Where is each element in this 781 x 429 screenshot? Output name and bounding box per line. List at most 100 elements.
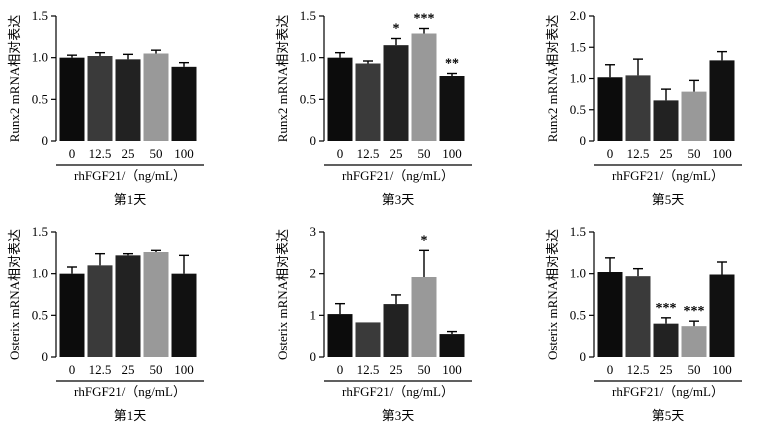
y-tick-label: 1.5 <box>570 224 586 239</box>
bar-0 <box>327 57 353 141</box>
y-tick-label: 1.5 <box>570 39 586 54</box>
x-tick-label: 25 <box>660 146 673 161</box>
y-tick-label: 0.5 <box>570 307 586 322</box>
y-tick-label: 0 <box>42 133 49 148</box>
y-tick-label: 1.5 <box>32 8 48 23</box>
bar-50 <box>411 277 437 357</box>
x-tick-label: 0 <box>607 362 614 377</box>
x-tick-label: 12.5 <box>89 146 112 161</box>
x-tick-label: 25 <box>390 362 403 377</box>
bar-100 <box>171 66 197 141</box>
bar-25 <box>653 100 679 141</box>
y-tick-label: 0 <box>580 133 587 148</box>
y-tick-label: 0 <box>310 133 317 148</box>
x-tick-label: 50 <box>688 146 701 161</box>
chart-panel-2: 0 0.5 1.0 1.5 0 12.5 * 25 *** 50 ** 100 rhFGF21/（ng/… <box>275 8 472 207</box>
y-axis-label: Osterix mRNA相对表达 <box>7 229 22 360</box>
significance-marker: ** <box>445 57 459 72</box>
panel-title: 第3天 <box>382 192 415 207</box>
x-tick-label: 0 <box>69 146 76 161</box>
bar-25 <box>383 45 409 141</box>
panel-title: 第1天 <box>114 192 147 207</box>
bar-100 <box>439 334 465 357</box>
panel-title: 第5天 <box>652 192 685 207</box>
panel-title: 第1天 <box>114 408 147 423</box>
y-tick-label: 1.5 <box>300 8 316 23</box>
bar-12_5 <box>355 63 381 141</box>
bar-25 <box>653 323 679 357</box>
bar-50 <box>143 53 169 141</box>
bar-12_5 <box>625 276 651 357</box>
bar-50 <box>681 91 707 141</box>
significance-marker: * <box>421 233 428 248</box>
x-tick-label: 12.5 <box>357 146 380 161</box>
x-axis-label: rhFGF21/（ng/mL） <box>74 384 186 399</box>
x-tick-label: 25 <box>122 362 135 377</box>
x-axis-label: rhFGF21/（ng/mL） <box>612 384 724 399</box>
y-tick-label: 0 <box>42 349 49 364</box>
bar-100 <box>709 60 735 141</box>
y-tick-label: 2.0 <box>570 8 586 23</box>
x-tick-label: 12.5 <box>357 362 380 377</box>
x-tick-label: 0 <box>69 362 76 377</box>
x-tick-label: 50 <box>418 146 431 161</box>
x-tick-label: 0 <box>337 146 344 161</box>
x-axis-label: rhFGF21/（ng/mL） <box>342 384 454 399</box>
y-tick-label: 1.0 <box>570 266 586 281</box>
x-tick-label: 12.5 <box>627 146 650 161</box>
bar-0 <box>597 272 623 357</box>
y-tick-label: 0.5 <box>32 307 48 322</box>
x-tick-label: 100 <box>712 146 732 161</box>
x-tick-label: 25 <box>390 146 403 161</box>
chart-panel-1: 0 0.5 1.0 1.5 0 12.5 25 50 100 rhFGF21/（ng/mL） 第1天… <box>7 8 204 207</box>
y-tick-label: 0 <box>310 349 317 364</box>
chart-panel-3: 0 0.5 1.0 1.5 2.0 0 12.5 25 50 100 rhFGF21/（ng/mL）… <box>545 8 742 207</box>
panel-title: 第3天 <box>382 408 415 423</box>
x-tick-label: 25 <box>660 362 673 377</box>
y-tick-label: 0.5 <box>32 91 48 106</box>
bar-12_5 <box>87 56 113 141</box>
y-tick-label: 1.0 <box>300 50 316 65</box>
y-tick-label: 1 <box>310 307 317 322</box>
bar-50 <box>143 252 169 357</box>
x-axis-label: rhFGF21/（ng/mL） <box>74 168 186 183</box>
x-tick-label: 12.5 <box>627 362 650 377</box>
bar-12_5 <box>87 265 113 357</box>
y-tick-label: 1.0 <box>32 266 48 281</box>
significance-marker: * <box>393 22 400 37</box>
x-tick-label: 100 <box>442 362 462 377</box>
y-tick-label: 0.5 <box>300 91 316 106</box>
x-tick-label: 100 <box>174 146 194 161</box>
x-axis-label: rhFGF21/（ng/mL） <box>342 168 454 183</box>
y-tick-label: 3 <box>310 224 317 239</box>
significance-marker: *** <box>656 301 677 316</box>
chart-panel-6: 0 0.5 1.0 1.5 0 12.5 *** 25 *** 50 100 rhFGF21/（ng/… <box>545 224 742 423</box>
bar-12_5 <box>625 75 651 141</box>
bar-50 <box>411 33 437 141</box>
x-tick-label: 50 <box>150 146 163 161</box>
x-tick-label: 0 <box>607 146 614 161</box>
y-axis-label: Runx2 mRNA相对表达 <box>545 15 560 142</box>
x-axis-label: rhFGF21/（ng/mL） <box>612 168 724 183</box>
bar-100 <box>709 274 735 357</box>
y-axis-label: Osterix mRNA相对表达 <box>545 229 560 360</box>
bar-50 <box>681 326 707 357</box>
bar-100 <box>171 273 197 357</box>
x-tick-label: 12.5 <box>89 362 112 377</box>
y-axis-label: Osterix mRNA相对表达 <box>275 229 290 360</box>
x-tick-label: 100 <box>442 146 462 161</box>
x-tick-label: 100 <box>712 362 732 377</box>
panel-title: 第5天 <box>652 408 685 423</box>
bar-100 <box>439 76 465 141</box>
bar-12_5 <box>355 322 381 357</box>
bar-0 <box>327 314 353 357</box>
y-axis-label: Runx2 mRNA相对表达 <box>275 15 290 142</box>
x-tick-label: 100 <box>174 362 194 377</box>
chart-panel-4: 0 0.5 1.0 1.5 0 12.5 25 50 100 rhFGF21/（ng/mL） 第1天… <box>7 224 204 423</box>
significance-marker: *** <box>684 304 705 319</box>
y-axis-label: Runx2 mRNA相对表达 <box>7 15 22 142</box>
bar-25 <box>115 255 141 357</box>
bar-0 <box>59 273 85 357</box>
bar-25 <box>115 59 141 142</box>
